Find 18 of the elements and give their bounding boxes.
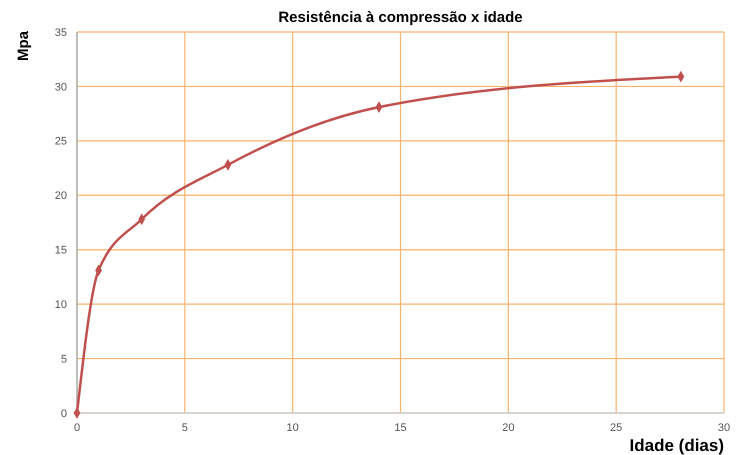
x-tick-label: 10 [286,422,299,434]
y-tick-label: 5 [60,353,67,366]
x-tick-label: 25 [610,422,622,434]
y-tick-label: 35 [54,26,67,39]
y-tick-label: 15 [54,244,67,257]
y-tick-label: 30 [54,81,67,94]
chart-title: Resistência à compressão x idade [278,9,523,26]
x-axis-title: Idade (dias) [630,436,724,455]
x-tick-label: 0 [74,422,80,434]
y-tick-label: 25 [54,136,67,148]
y-axis-title: Mpa [15,30,32,61]
x-tick-label: 5 [182,422,188,434]
y-tick-label: 20 [54,190,67,202]
x-tick-label: 15 [394,422,407,434]
y-tick-label: 10 [54,298,67,311]
x-tick-label: 30 [718,422,730,434]
y-tick-label: 0 [60,408,67,420]
x-tick-label: 20 [502,422,514,434]
